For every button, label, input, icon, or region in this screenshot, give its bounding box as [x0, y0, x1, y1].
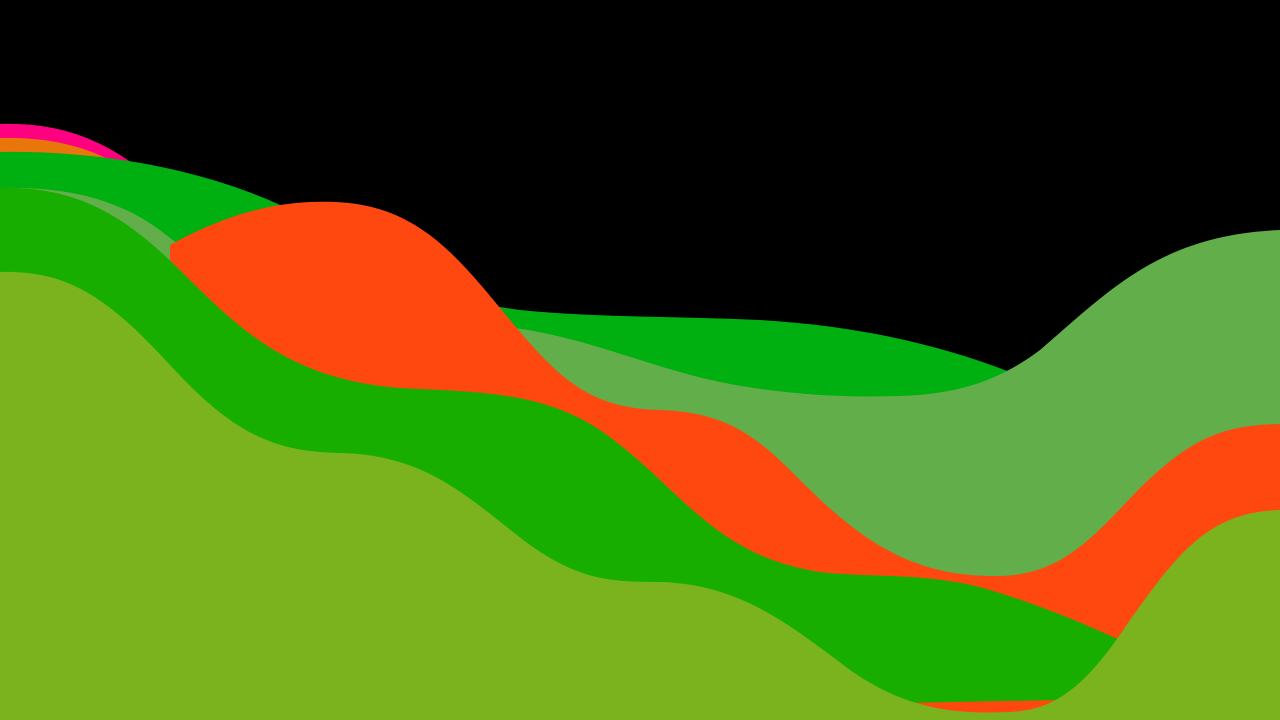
- wave-olive: [0, 271, 1280, 720]
